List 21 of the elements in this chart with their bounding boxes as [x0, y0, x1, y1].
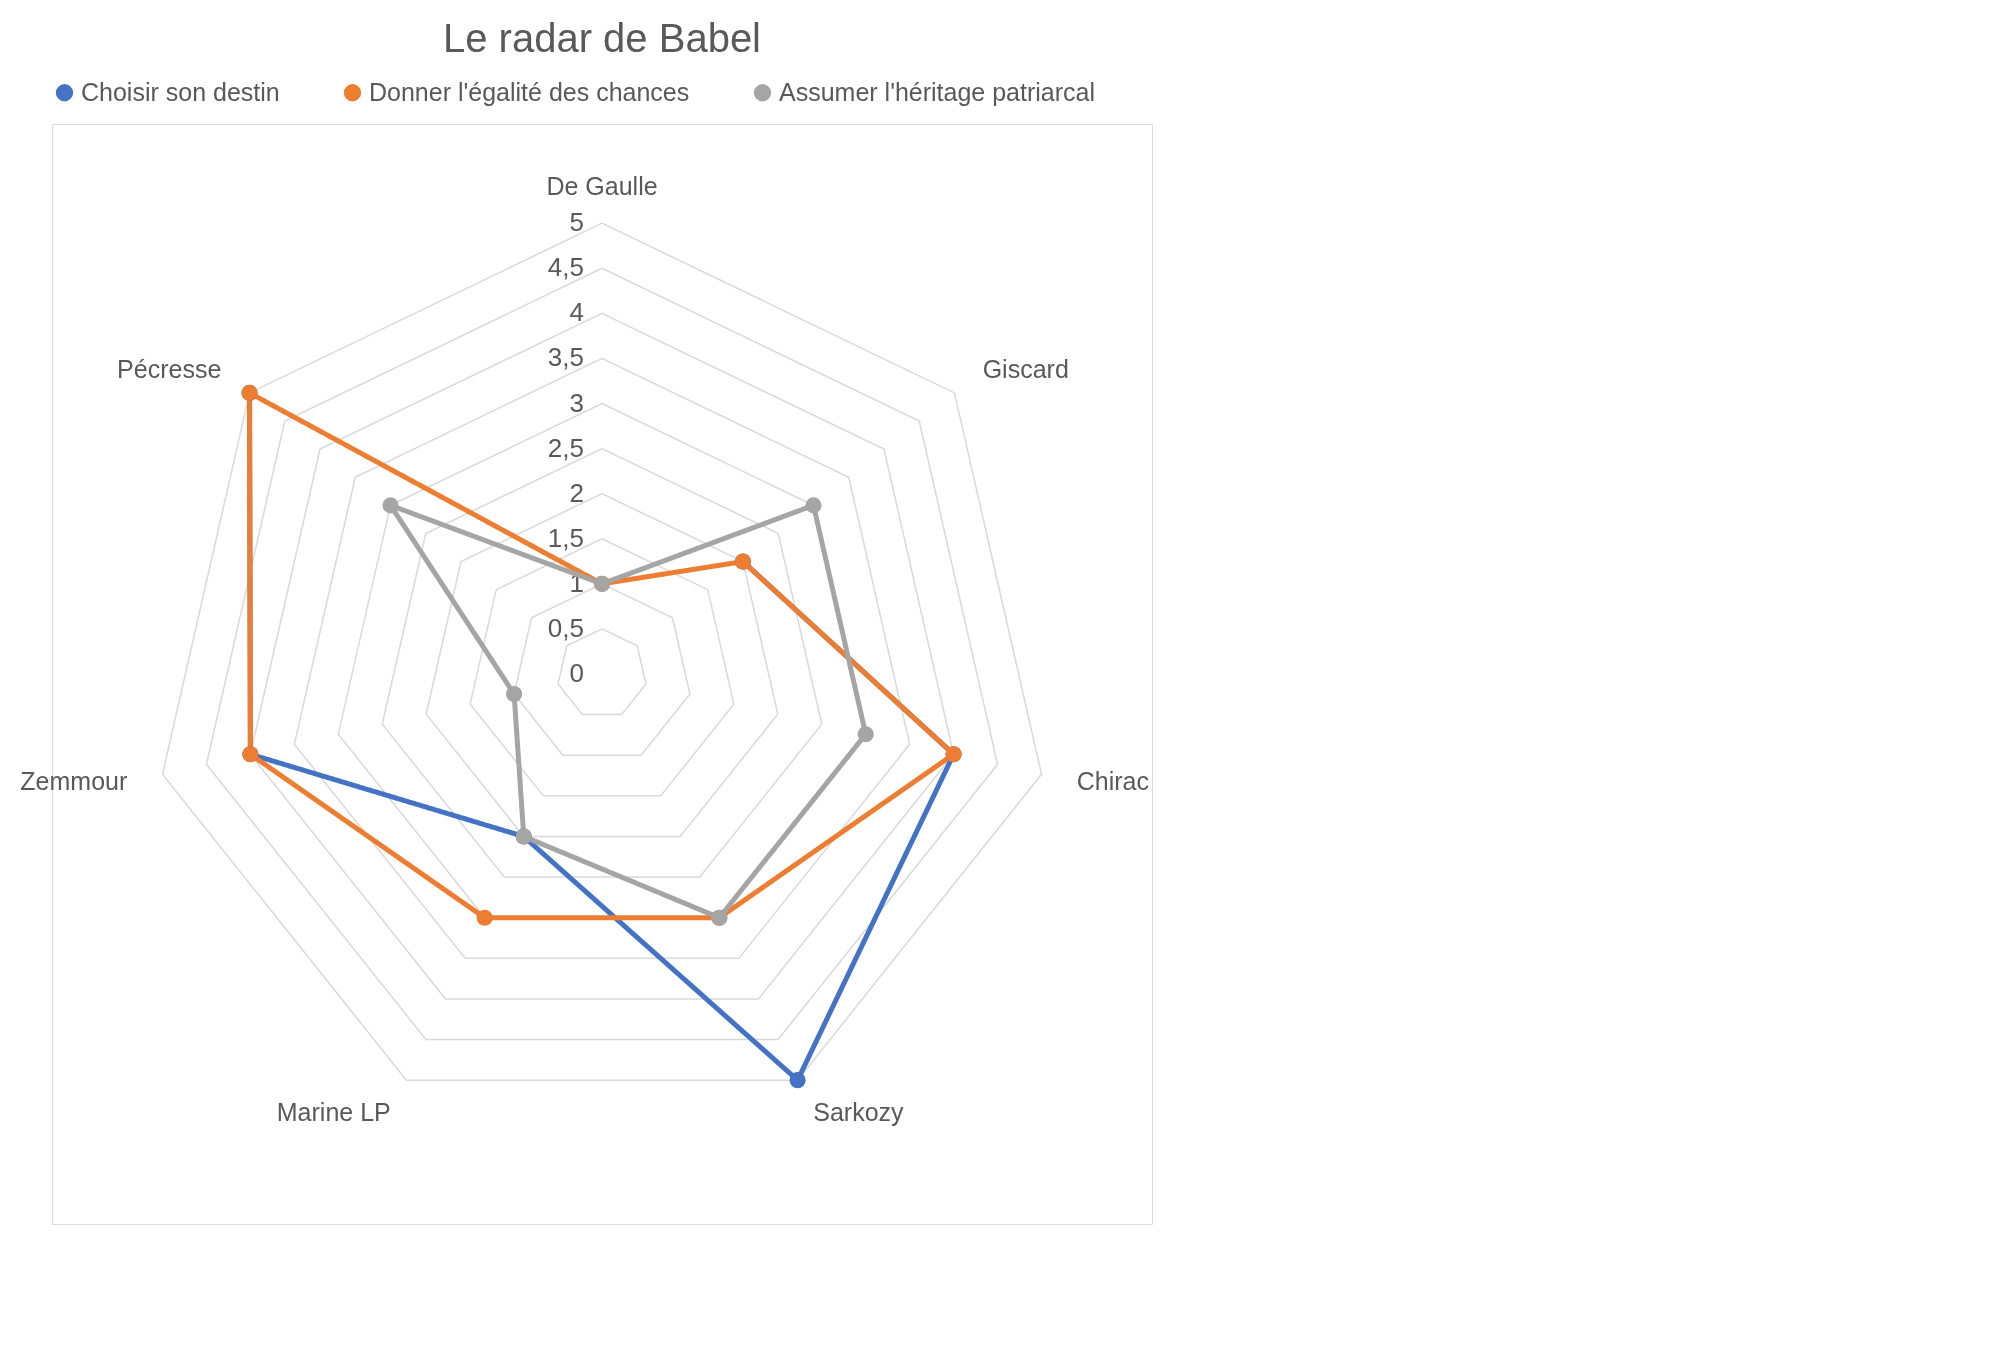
y-tick-label: 2: [569, 477, 584, 508]
spoke-label: Giscard: [982, 355, 1069, 384]
legend-label: Assumer l'héritage patriarcal: [779, 77, 1096, 106]
spoke-label: Marine LP: [276, 1097, 391, 1126]
y-tick-label: 4: [569, 297, 584, 328]
spoke-label: Pécresse: [117, 355, 222, 384]
legend-label: Donner l'égalité des chances: [369, 77, 690, 106]
spoke-label: Zemmour: [20, 767, 128, 796]
y-tick-label: 1,5: [547, 522, 584, 553]
chart-title: Le radar de Babel: [442, 16, 762, 60]
y-tick-label: 5: [569, 207, 584, 238]
y-tick-label: 0,5: [547, 612, 584, 643]
spoke-label: De Gaulle: [546, 172, 658, 201]
legend-label: Choisir son destin: [81, 77, 280, 106]
spoke-label: Chirac: [1076, 767, 1149, 796]
y-tick-label: 4,5: [547, 252, 584, 283]
spoke-label: Sarkozy: [813, 1097, 905, 1126]
y-tick-label: 3,5: [547, 342, 584, 373]
y-tick-label: 0: [569, 658, 584, 688]
y-tick-label: 2,5: [547, 432, 584, 463]
y-tick-label: 3: [569, 387, 584, 418]
